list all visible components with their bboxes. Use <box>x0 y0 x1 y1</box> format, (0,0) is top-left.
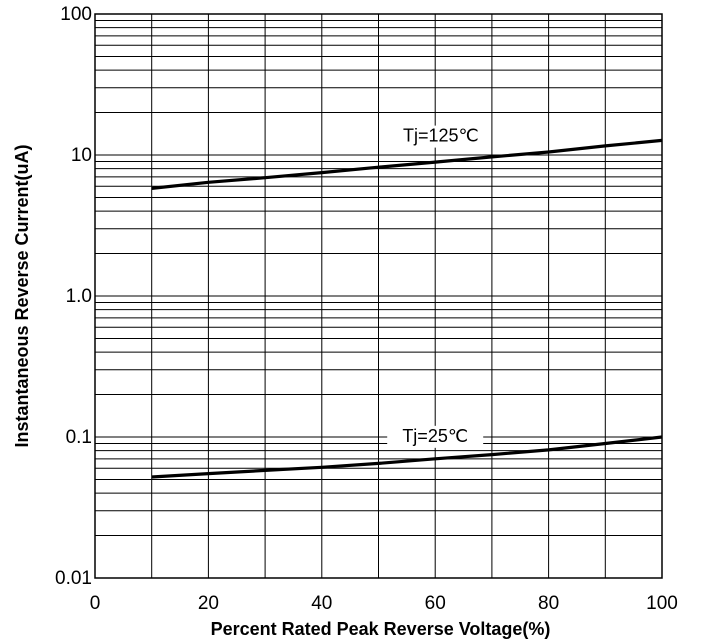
y-tick-label: 0.1 <box>66 427 92 448</box>
y-axis-label: Instantaneous Reverse Current(uA) <box>12 144 32 447</box>
series-label-background <box>392 125 489 148</box>
x-tick-labels: 0 20 40 60 80 100 <box>90 593 678 614</box>
x-axis-label: Percent Rated Peak Reverse Voltage(%) <box>211 619 551 639</box>
series-line <box>151 138 663 190</box>
series-label-background <box>387 425 484 448</box>
y-tick-label: 100 <box>60 4 92 25</box>
series-label: Tj=125℃ <box>403 126 479 146</box>
x-tick-label: 80 <box>538 593 559 614</box>
series-lines: Tj=125℃ Tj=25℃ <box>151 125 663 479</box>
x-tick-label: 60 <box>425 593 446 614</box>
series-line <box>151 435 663 479</box>
y-tick-label: 1.0 <box>66 286 92 307</box>
x-tick-label: 0 <box>90 593 101 614</box>
y-tick-label: 0.01 <box>55 568 92 589</box>
series-label: Tj=25℃ <box>402 426 468 446</box>
grid-lines <box>95 14 662 578</box>
x-tick-label: 100 <box>646 593 678 614</box>
plot-frame <box>94 13 663 579</box>
x-tick-label: 40 <box>311 593 332 614</box>
x-tick-label: 20 <box>198 593 219 614</box>
y-tick-labels: 100 10 1.0 0.1 0.01 <box>55 4 92 589</box>
y-tick-label: 10 <box>71 145 92 166</box>
